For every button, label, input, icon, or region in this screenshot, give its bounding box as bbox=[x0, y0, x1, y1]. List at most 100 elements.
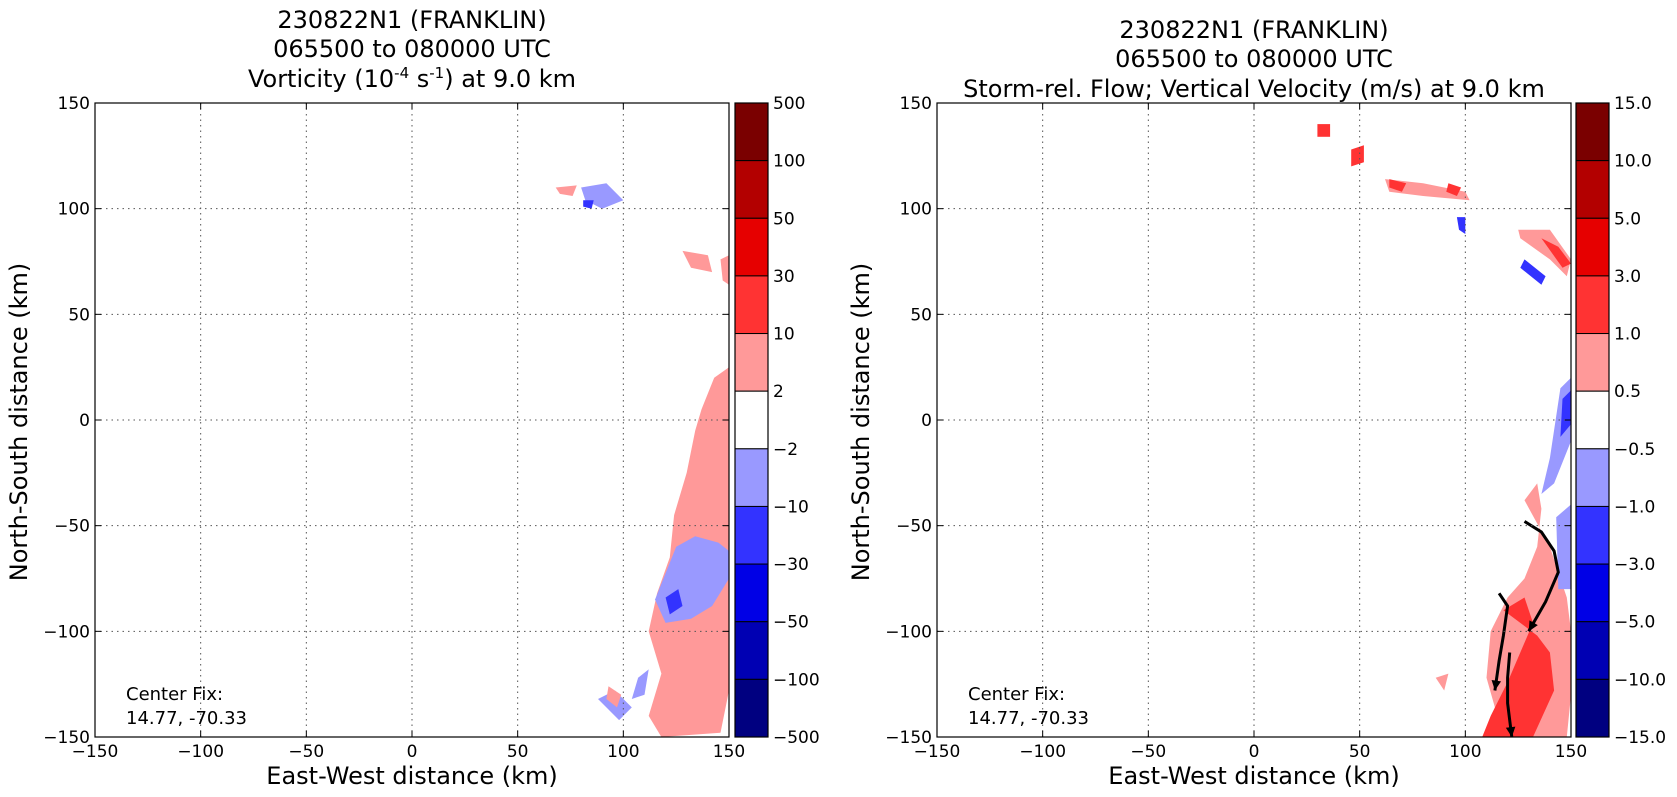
vorticity-colorbar-segment-2 bbox=[734, 217, 769, 277]
vorticity-colorbar: 500 100 50 30 10 2 −2 −10 −30 −50 −100 −500 bbox=[734, 94, 820, 748]
vorticity-colorbar-frame bbox=[734, 102, 769, 738]
velocity-region-3 bbox=[1560, 390, 1571, 437]
velocity-title-line3: Storm-rel. Flow; Vertical Velocity (m/s)… bbox=[963, 75, 1545, 103]
velocity-field bbox=[1317, 124, 1571, 737]
velocity-ytick-label-1: 100 bbox=[900, 200, 932, 220]
velocity-region-12 bbox=[1317, 124, 1331, 137]
velocity-colorbar-label-10: −10.0 bbox=[1614, 670, 1666, 690]
velocity-ylabel: North-South distance (km) bbox=[847, 263, 875, 582]
velocity-region-8 bbox=[1385, 179, 1470, 201]
velocity-colorbar-segment-4 bbox=[1575, 333, 1610, 392]
vorticity-center-fix-label: Center Fix: bbox=[126, 684, 223, 705]
vertical-velocity-panel: 230822N1 (FRANKLIN) 065500 to 080000 UTC… bbox=[847, 16, 1666, 790]
vorticity-ytick-label-3: 0 bbox=[79, 411, 90, 431]
velocity-colorbar-label-9: −5.0 bbox=[1614, 613, 1655, 633]
vorticity-colorbar-segment-10 bbox=[734, 678, 769, 738]
vorticity-xtick-label-1: −100 bbox=[177, 742, 224, 762]
vorticity-region-3 bbox=[631, 669, 649, 699]
velocity-region-11 bbox=[1456, 217, 1466, 234]
velocity-colorbar-segment-3 bbox=[1575, 275, 1610, 335]
vorticity-colorbar-label-9: −50 bbox=[773, 613, 809, 633]
vorticity-colorbar-segment-5 bbox=[734, 390, 769, 450]
velocity-region-5 bbox=[1518, 229, 1571, 277]
vorticity-xlabel: East-West distance (km) bbox=[266, 762, 557, 790]
vorticity-colorbar-segment-3 bbox=[734, 275, 769, 335]
vorticity-colorbar-segment-1 bbox=[734, 160, 769, 219]
velocity-streamline-1 bbox=[1493, 592, 1510, 691]
vorticity-colorbar-label-8: −30 bbox=[773, 555, 809, 575]
velocity-ytick-label-4: −50 bbox=[896, 517, 932, 537]
velocity-plot-area: −150 −100 −50 0 50 100 150 150 100 50 0 −50 −100 −150 bbox=[885, 94, 1587, 762]
vorticity-region-8 bbox=[555, 185, 577, 196]
velocity-colorbar-segment-7 bbox=[1575, 505, 1610, 565]
velocity-ytick-label-6: −150 bbox=[885, 728, 932, 748]
vorticity-colorbar-label-6: −2 bbox=[773, 440, 798, 460]
vorticity-title-line3: Vorticity (10-4 s-1) at 9.0 km bbox=[248, 64, 576, 93]
vorticity-xtick-label-2: −50 bbox=[288, 742, 324, 762]
velocity-colorbar-label-8: −3.0 bbox=[1614, 555, 1655, 575]
velocity-xtick-label-4: 50 bbox=[1349, 742, 1371, 762]
velocity-streamline-arrow-1 bbox=[1491, 680, 1502, 691]
velocity-region-13 bbox=[1351, 145, 1364, 167]
vorticity-region-5 bbox=[720, 255, 729, 285]
vorticity-center-fix-value: 14.77, -70.33 bbox=[126, 708, 247, 729]
velocity-xtick-label-0: −150 bbox=[914, 742, 961, 762]
vorticity-ytick-label-5: −100 bbox=[43, 622, 90, 642]
velocity-colorbar-label-11: −15.0 bbox=[1614, 728, 1666, 748]
velocity-region-10 bbox=[1446, 183, 1462, 196]
velocity-ytick-label-5: −100 bbox=[885, 622, 932, 642]
velocity-xlabel: East-West distance (km) bbox=[1108, 762, 1399, 790]
vorticity-colorbar-label-0: 500 bbox=[773, 94, 805, 114]
velocity-center-fix-label: Center Fix: bbox=[968, 684, 1065, 705]
velocity-xtick-label-1: −100 bbox=[1019, 742, 1066, 762]
vorticity-ytick-label-2: 50 bbox=[68, 305, 90, 325]
velocity-streamline-arrow-2 bbox=[1505, 726, 1516, 737]
velocity-streamline-2 bbox=[1506, 652, 1514, 737]
velocity-colorbar-label-7: −1.0 bbox=[1614, 497, 1655, 517]
vorticity-colorbar-segment-4 bbox=[734, 333, 769, 392]
velocity-colorbar-label-5: 0.5 bbox=[1614, 382, 1641, 402]
vorticity-xtick-label-3: 0 bbox=[407, 742, 418, 762]
velocity-ytick-label-2: 50 bbox=[910, 305, 932, 325]
velocity-streamline-arrow-0 bbox=[1528, 620, 1538, 632]
velocity-center-fix-value: 14.77, -70.33 bbox=[968, 708, 1089, 729]
velocity-region-1 bbox=[1482, 597, 1555, 737]
vorticity-colorbar-segment-7 bbox=[734, 505, 769, 565]
vorticity-colorbar-label-2: 50 bbox=[773, 209, 795, 229]
vorticity-title-line1: 230822N1 (FRANKLIN) bbox=[277, 6, 546, 34]
vorticity-panel: 230822N1 (FRANKLIN) 065500 to 080000 UTC… bbox=[5, 6, 820, 790]
vorticity-region-10 bbox=[606, 686, 622, 708]
vorticity-title-sup2: -1 bbox=[429, 64, 444, 82]
velocity-colorbar-label-4: 1.0 bbox=[1614, 325, 1641, 345]
vorticity-colorbar-label-10: −100 bbox=[773, 670, 820, 690]
vorticity-colorbar-segment-8 bbox=[734, 563, 769, 623]
vorticity-ytick-label-6: −150 bbox=[43, 728, 90, 748]
vorticity-xtick-label-5: 100 bbox=[607, 742, 639, 762]
velocity-colorbar-label-0: 15.0 bbox=[1614, 94, 1652, 114]
velocity-xtick-label-5: 100 bbox=[1449, 742, 1481, 762]
velocity-colorbar-segment-1 bbox=[1575, 160, 1610, 219]
vorticity-title-line2: 065500 to 080000 UTC bbox=[273, 35, 551, 63]
vorticity-plot-area: −150 −100 −50 0 50 100 150 150 100 50 0 −50 −100 −150 bbox=[43, 94, 745, 762]
velocity-colorbar-frame bbox=[1575, 102, 1610, 738]
vorticity-xtick-label-6: 150 bbox=[713, 742, 745, 762]
vorticity-region-4 bbox=[682, 250, 713, 273]
vorticity-colorbar-segment-6 bbox=[734, 448, 769, 507]
velocity-colorbar-segment-5 bbox=[1575, 390, 1610, 450]
vorticity-colorbar-label-5: 2 bbox=[773, 382, 784, 402]
velocity-region-9 bbox=[1389, 179, 1407, 192]
vorticity-xtick-label-4: 50 bbox=[507, 742, 529, 762]
vorticity-ytick-label-1: 100 bbox=[58, 200, 90, 220]
vorticity-colorbar-label-1: 100 bbox=[773, 152, 805, 172]
velocity-region-7 bbox=[1520, 259, 1546, 285]
velocity-colorbar: 15.0 10.0 5.0 3.0 1.0 0.5 −0.5 −1.0 −3.0 −5.0 −10.… bbox=[1575, 94, 1666, 748]
vorticity-title-mid: s bbox=[409, 65, 429, 93]
vorticity-xtick-label-0: −150 bbox=[72, 742, 119, 762]
vorticity-colorbar-label-11: −500 bbox=[773, 728, 820, 748]
velocity-colorbar-label-2: 5.0 bbox=[1614, 209, 1641, 229]
vorticity-ylabel: North-South distance (km) bbox=[5, 263, 33, 582]
velocity-streamline-0 bbox=[1523, 520, 1560, 633]
velocity-title-line2: 065500 to 080000 UTC bbox=[1115, 45, 1393, 73]
